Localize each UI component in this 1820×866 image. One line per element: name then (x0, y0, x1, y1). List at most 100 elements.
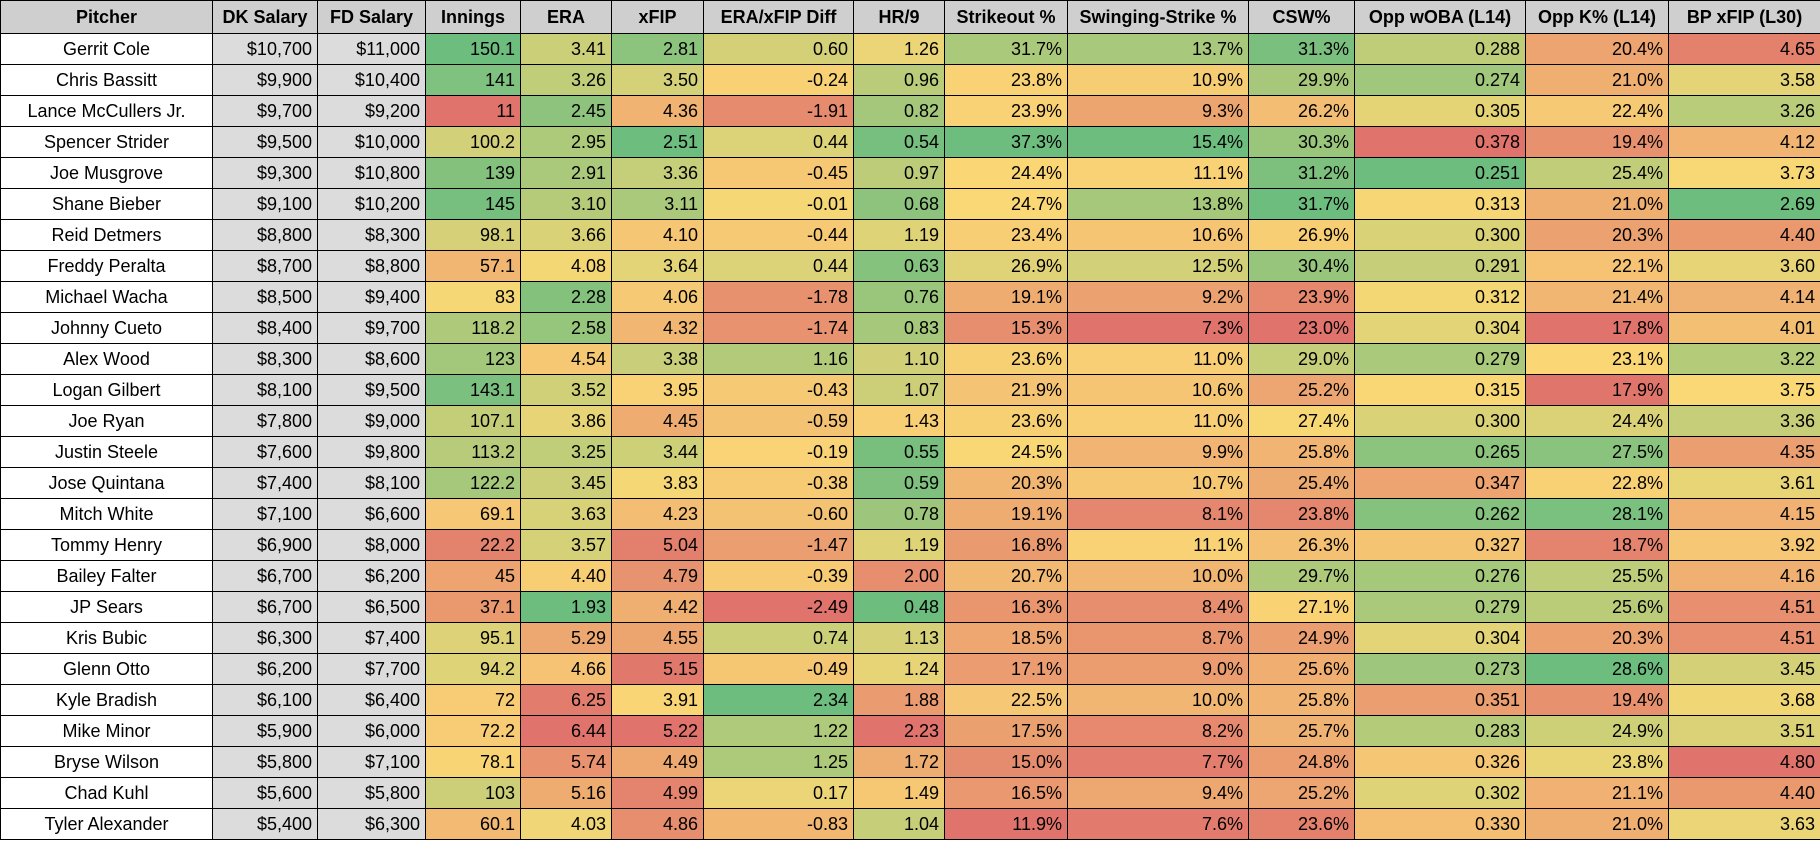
stat-cell[interactable]: 141 (425, 64, 521, 96)
stat-cell[interactable]: 26.3% (1248, 529, 1355, 561)
stat-cell[interactable]: 4.12 (1668, 126, 1820, 158)
salary-cell[interactable]: $8,800 (212, 219, 318, 251)
stat-cell[interactable]: 5.22 (611, 715, 704, 747)
stat-cell[interactable]: 4.10 (611, 219, 704, 251)
salary-cell[interactable]: $8,600 (317, 343, 426, 375)
stat-cell[interactable]: 2.34 (703, 684, 854, 716)
stat-cell[interactable]: 0.74 (703, 622, 854, 654)
stat-cell[interactable]: 4.66 (520, 653, 612, 685)
salary-cell[interactable]: $7,600 (212, 436, 318, 468)
stat-cell[interactable]: 1.25 (703, 746, 854, 778)
pitcher-name-cell[interactable]: Justin Steele (0, 436, 213, 468)
stat-cell[interactable]: 3.61 (1668, 467, 1820, 499)
stat-cell[interactable]: 0.312 (1354, 281, 1526, 313)
stat-cell[interactable]: 16.5% (944, 777, 1068, 809)
stat-cell[interactable]: 3.63 (1668, 808, 1820, 840)
stat-cell[interactable]: -0.43 (703, 374, 854, 406)
stat-cell[interactable]: 0.44 (703, 126, 854, 158)
stat-cell[interactable]: 22.4% (1525, 95, 1669, 127)
stat-cell[interactable]: 1.49 (853, 777, 945, 809)
stat-cell[interactable]: 0.48 (853, 591, 945, 623)
stat-cell[interactable]: 29.9% (1248, 64, 1355, 96)
salary-cell[interactable]: $6,400 (317, 684, 426, 716)
column-header[interactable]: Pitcher (0, 0, 213, 34)
stat-cell[interactable]: 8.1% (1067, 498, 1249, 530)
stat-cell[interactable]: 3.26 (1668, 95, 1820, 127)
salary-cell[interactable]: $6,100 (212, 684, 318, 716)
salary-cell[interactable]: $10,000 (317, 126, 426, 158)
salary-cell[interactable]: $5,400 (212, 808, 318, 840)
stat-cell[interactable]: 4.14 (1668, 281, 1820, 313)
stat-cell[interactable]: 6.44 (520, 715, 612, 747)
stat-cell[interactable]: 24.9% (1248, 622, 1355, 654)
stat-cell[interactable]: 15.4% (1067, 126, 1249, 158)
stat-cell[interactable]: 23.1% (1525, 343, 1669, 375)
pitcher-name-cell[interactable]: Chad Kuhl (0, 777, 213, 809)
stat-cell[interactable]: 13.8% (1067, 188, 1249, 220)
stat-cell[interactable]: 0.279 (1354, 343, 1526, 375)
stat-cell[interactable]: 0.17 (703, 777, 854, 809)
salary-cell[interactable]: $6,900 (212, 529, 318, 561)
stat-cell[interactable]: -0.45 (703, 157, 854, 189)
stat-cell[interactable]: 0.44 (703, 250, 854, 282)
stat-cell[interactable]: 25.8% (1248, 436, 1355, 468)
pitcher-name-cell[interactable]: Michael Wacha (0, 281, 213, 313)
stat-cell[interactable]: 0.330 (1354, 808, 1526, 840)
stat-cell[interactable]: 24.7% (944, 188, 1068, 220)
stat-cell[interactable]: 17.8% (1525, 312, 1669, 344)
salary-cell[interactable]: $10,800 (317, 157, 426, 189)
stat-cell[interactable]: 2.45 (520, 95, 612, 127)
salary-cell[interactable]: $8,400 (212, 312, 318, 344)
stat-cell[interactable]: 9.0% (1067, 653, 1249, 685)
stat-cell[interactable]: 3.52 (520, 374, 612, 406)
stat-cell[interactable]: 118.2 (425, 312, 521, 344)
pitcher-name-cell[interactable]: Shane Bieber (0, 188, 213, 220)
column-header[interactable]: BP xFIP (L30) (1668, 0, 1820, 34)
stat-cell[interactable]: 31.7% (944, 33, 1068, 65)
salary-cell[interactable]: $10,400 (317, 64, 426, 96)
column-header[interactable]: CSW% (1248, 0, 1355, 34)
stat-cell[interactable]: 3.75 (1668, 374, 1820, 406)
salary-cell[interactable]: $8,800 (317, 250, 426, 282)
stat-cell[interactable]: 4.86 (611, 808, 704, 840)
stat-cell[interactable]: -2.49 (703, 591, 854, 623)
stat-cell[interactable]: 0.83 (853, 312, 945, 344)
stat-cell[interactable]: 9.2% (1067, 281, 1249, 313)
stat-cell[interactable]: 20.7% (944, 560, 1068, 592)
column-header[interactable]: ERA (520, 0, 612, 34)
stat-cell[interactable]: 3.38 (611, 343, 704, 375)
stat-cell[interactable]: 4.16 (1668, 560, 1820, 592)
stat-cell[interactable]: 3.25 (520, 436, 612, 468)
stat-cell[interactable]: 122.2 (425, 467, 521, 499)
salary-cell[interactable]: $9,000 (317, 405, 426, 437)
stat-cell[interactable]: 16.8% (944, 529, 1068, 561)
salary-cell[interactable]: $7,700 (317, 653, 426, 685)
stat-cell[interactable]: 10.6% (1067, 219, 1249, 251)
stat-cell[interactable]: 4.80 (1668, 746, 1820, 778)
column-header[interactable]: Swinging-Strike % (1067, 0, 1249, 34)
stat-cell[interactable]: 9.4% (1067, 777, 1249, 809)
stat-cell[interactable]: 27.1% (1248, 591, 1355, 623)
stat-cell[interactable]: 0.300 (1354, 405, 1526, 437)
stat-cell[interactable]: 18.7% (1525, 529, 1669, 561)
stat-cell[interactable]: 3.11 (611, 188, 704, 220)
stat-cell[interactable]: 0.78 (853, 498, 945, 530)
stat-cell[interactable]: 9.3% (1067, 95, 1249, 127)
stat-cell[interactable]: 6.25 (520, 684, 612, 716)
stat-cell[interactable]: 0.347 (1354, 467, 1526, 499)
stat-cell[interactable]: 57.1 (425, 250, 521, 282)
stat-cell[interactable]: 0.313 (1354, 188, 1526, 220)
stat-cell[interactable]: 5.29 (520, 622, 612, 654)
stat-cell[interactable]: 0.291 (1354, 250, 1526, 282)
pitcher-name-cell[interactable]: Mitch White (0, 498, 213, 530)
stat-cell[interactable]: 0.59 (853, 467, 945, 499)
pitcher-name-cell[interactable]: Bryse Wilson (0, 746, 213, 778)
salary-cell[interactable]: $6,700 (212, 560, 318, 592)
stat-cell[interactable]: 3.64 (611, 250, 704, 282)
stat-cell[interactable]: 15.0% (944, 746, 1068, 778)
stat-cell[interactable]: 12.5% (1067, 250, 1249, 282)
salary-cell[interactable]: $8,100 (212, 374, 318, 406)
stat-cell[interactable]: 25.4% (1248, 467, 1355, 499)
salary-cell[interactable]: $9,700 (212, 95, 318, 127)
stat-cell[interactable]: 3.60 (1668, 250, 1820, 282)
